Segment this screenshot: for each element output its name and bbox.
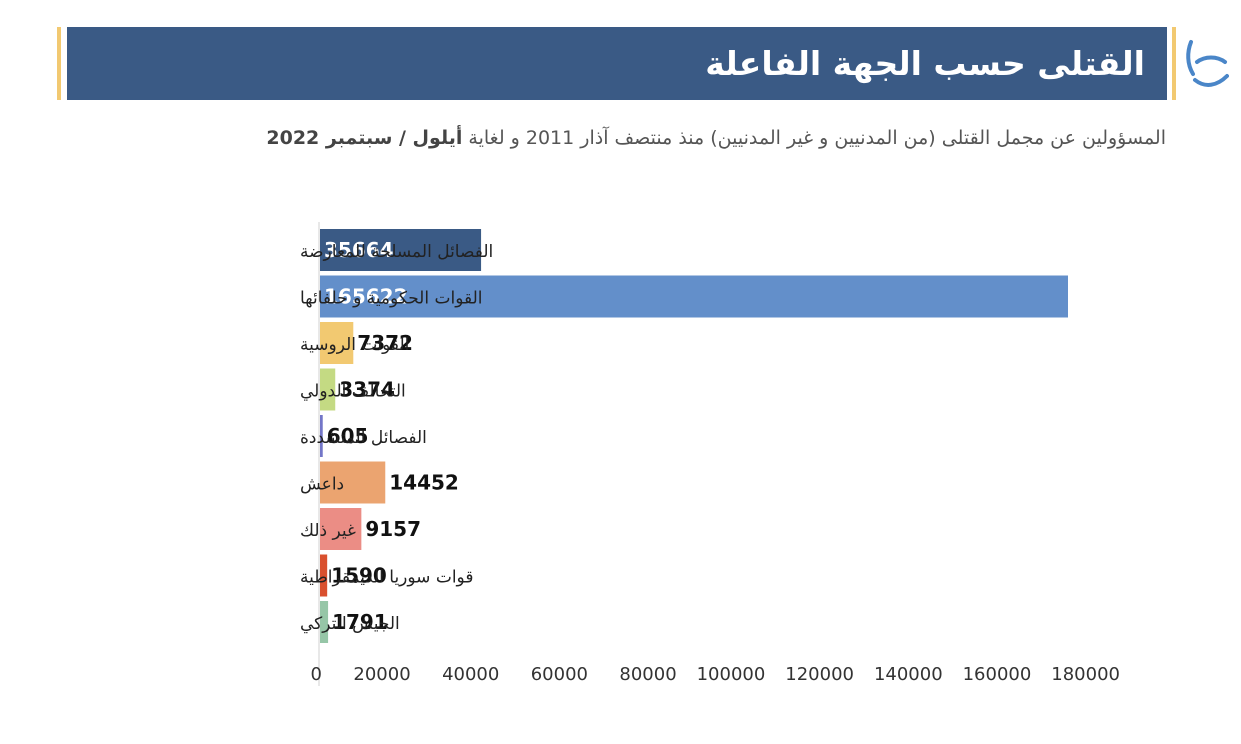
bar-1	[320, 229, 482, 271]
category-label: الفصائل المتشددة	[300, 428, 427, 448]
x-tick-label: 100000	[697, 664, 766, 685]
subtitle-main: المسؤولين عن مجمل القتلى (من المدنيين و …	[462, 127, 1166, 149]
title-banner: القتلى حسب الجهة الفاعلة	[67, 27, 1167, 100]
category-label: الجيش التركي	[300, 614, 400, 634]
bar-value-label: 165622	[324, 285, 408, 309]
bar-value-label: 7372	[357, 331, 413, 355]
brand-logo-icon	[1186, 40, 1229, 87]
x-tick-label: 180000	[1051, 664, 1120, 685]
category-label: قوات سوريا الديمقراطية	[300, 568, 473, 588]
bar-value-label: 14452	[389, 471, 459, 495]
bar-value-label: 9157	[365, 517, 421, 541]
category-label: الفصائل المسلحة للمعارضة	[300, 242, 493, 262]
x-tick-label: 40000	[442, 664, 499, 685]
bar-2	[320, 275, 1068, 318]
bar-9	[320, 601, 329, 643]
bar-value-label: 35664	[324, 238, 394, 262]
x-tick-label: 80000	[619, 664, 676, 685]
bar-4	[320, 368, 336, 411]
bar-value-label: 605	[327, 424, 369, 448]
bar-5	[320, 415, 323, 457]
x-tick-label: 0	[311, 664, 322, 685]
page-title: القتلى حسب الجهة الفاعلة	[705, 44, 1145, 83]
bar-8	[320, 554, 328, 597]
category-label: غير ذلك	[300, 521, 356, 541]
subtitle-date: أيلول / سبتمبر 2022	[266, 127, 463, 149]
category-label: القوات الحكومية و حلفائها	[300, 289, 483, 309]
chart-subtitle: المسؤولين عن مجمل القتلى (من المدنيين و …	[80, 124, 1166, 152]
x-tick-label: 20000	[353, 664, 410, 685]
x-tick-label: 120000	[785, 664, 854, 685]
title-left-accent	[57, 27, 61, 100]
x-tick-label: 140000	[874, 664, 943, 685]
category-label: التحالف الدولي	[300, 382, 406, 402]
category-label: داعش	[300, 475, 344, 495]
bar-6	[320, 461, 386, 504]
bar-7	[320, 508, 362, 550]
bar-value-label: 3374	[339, 378, 395, 402]
bar-value-label: 1590	[331, 564, 387, 588]
x-tick-label: 60000	[531, 664, 588, 685]
bar-3	[320, 322, 354, 364]
x-tick-label: 160000	[963, 664, 1032, 685]
category-label: القوات الروسية	[300, 335, 409, 355]
title-right-accent	[1172, 27, 1176, 100]
bar-value-label: 1791	[332, 610, 388, 634]
